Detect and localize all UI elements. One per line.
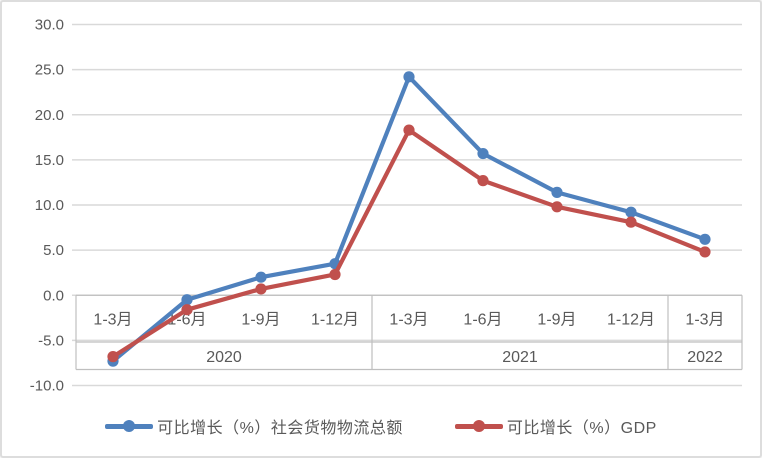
- data-point-marker: [255, 283, 267, 295]
- data-point-marker: [403, 124, 415, 136]
- x-tick-label: 1-6月: [463, 312, 502, 329]
- data-point-marker: [551, 186, 563, 198]
- y-tick-label: -5.0: [38, 332, 64, 349]
- legend-dot-icon: [123, 420, 136, 432]
- chart-legend: 可比增长（%）社会货物物流总额 可比增长（%）GDP: [2, 410, 760, 442]
- data-point-marker: [625, 216, 637, 228]
- legend-item-gdp: 可比增长（%）GDP: [454, 414, 657, 438]
- y-tick-label: 5.0: [43, 242, 64, 259]
- y-tick-label: 15.0: [35, 152, 64, 169]
- data-point-marker: [699, 246, 711, 258]
- x-year-label: 2021: [502, 349, 538, 366]
- x-tick-label: 1-9月: [537, 312, 576, 329]
- legend-label-gdp: 可比增长（%）GDP: [506, 420, 657, 437]
- legend-dot-icon: [472, 420, 485, 432]
- data-point-marker: [181, 304, 193, 316]
- data-point-marker: [477, 175, 489, 187]
- legend-marker-logistics: [105, 420, 154, 432]
- y-tick-label: 10.0: [35, 197, 64, 214]
- data-point-marker: [699, 233, 711, 245]
- x-tick-label: 1-9月: [241, 312, 280, 329]
- x-tick-label: 1-12月: [311, 312, 359, 329]
- legend-marker-gdp: [454, 420, 503, 432]
- x-year-label: 2022: [687, 349, 723, 366]
- y-tick-label: 0.0: [43, 287, 64, 304]
- legend-item-logistics: 可比增长（%）社会货物物流总额: [105, 414, 403, 438]
- x-tick-label: 1-3月: [389, 312, 428, 329]
- data-point-marker: [255, 271, 267, 283]
- y-tick-label: 20.0: [35, 107, 64, 124]
- x-tick-label: 1-12月: [607, 312, 655, 329]
- x-tick-label: 1-3月: [685, 312, 724, 329]
- x-year-label: 2020: [206, 349, 242, 366]
- data-point-marker: [403, 71, 415, 83]
- data-point-marker: [181, 294, 193, 306]
- data-point-marker: [551, 201, 563, 213]
- data-point-marker: [107, 351, 119, 363]
- x-tick-label: 1-3月: [93, 312, 132, 329]
- y-tick-label: 30.0: [35, 17, 64, 34]
- legend-label-logistics: 可比增长（%）社会货物物流总额: [157, 420, 403, 437]
- y-tick-label: 25.0: [35, 62, 64, 79]
- data-point-marker: [477, 147, 489, 160]
- data-point-marker: [329, 268, 341, 281]
- y-tick-label: -10.0: [30, 378, 64, 395]
- data-point-marker: [625, 206, 637, 218]
